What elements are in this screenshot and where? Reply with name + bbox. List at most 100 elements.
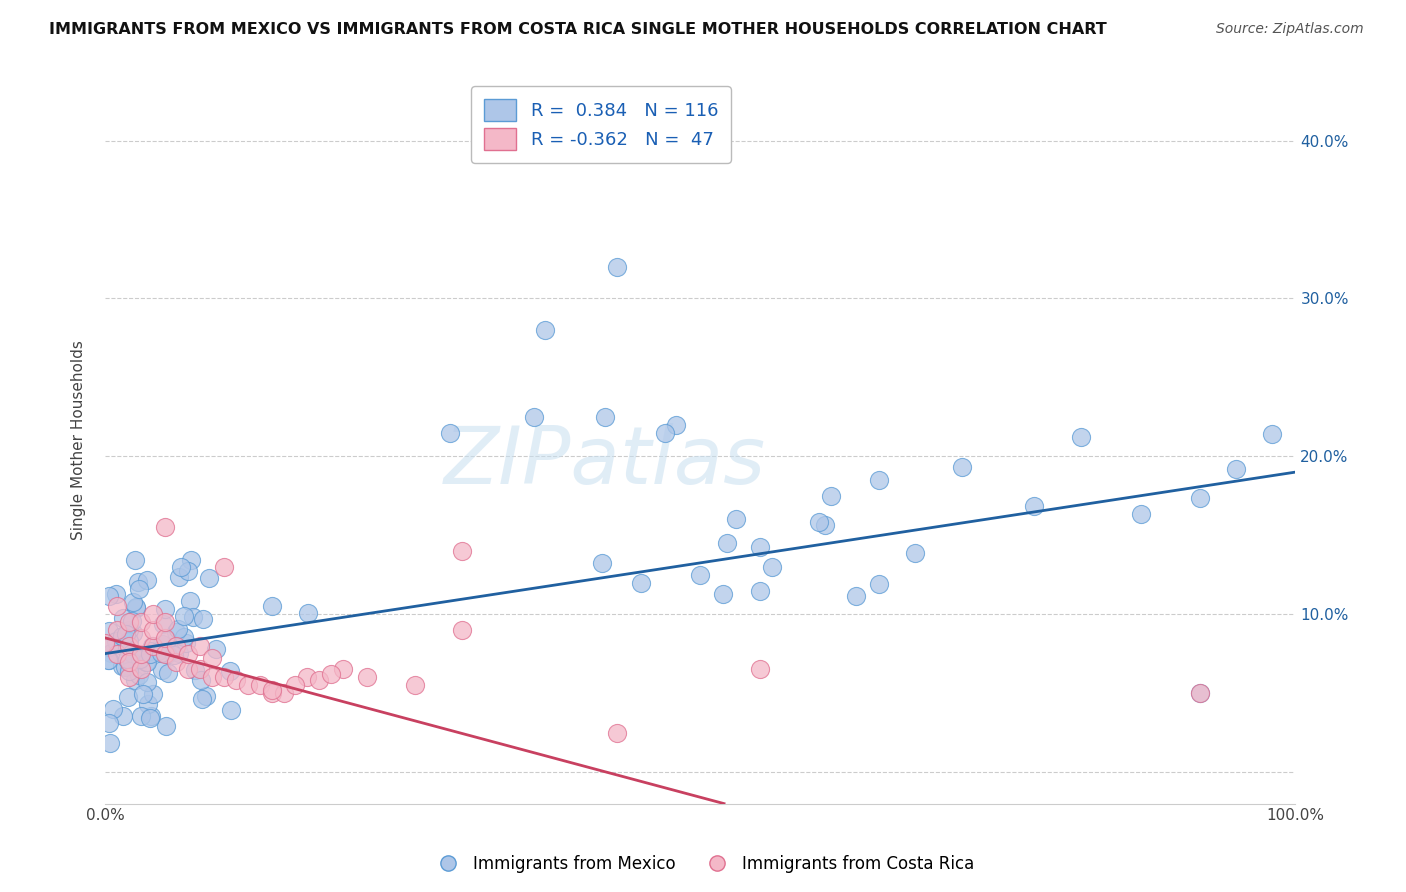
Point [1022, 499, 1045, 513]
Point [129, 647, 152, 661]
Point [98, 736, 121, 750]
Point [903, 546, 925, 560]
Point [142, 687, 165, 701]
Point [201, 651, 224, 665]
Point [125, 599, 148, 614]
Point [1225, 462, 1247, 476]
Point [105, 623, 128, 637]
Point [451, 544, 474, 558]
Point [194, 689, 217, 703]
Point [125, 660, 148, 674]
Point [97, 590, 120, 604]
Point [166, 623, 188, 637]
Point [221, 703, 243, 717]
Point [1260, 427, 1282, 442]
Point [689, 567, 711, 582]
Point [188, 639, 211, 653]
Point [167, 570, 190, 584]
Text: ZIPatlas: ZIPatlas [444, 424, 766, 501]
Point [1129, 507, 1152, 521]
Point [118, 623, 141, 637]
Point [115, 651, 138, 665]
Point [153, 520, 176, 534]
Point [262, 599, 284, 613]
Point [118, 615, 141, 629]
Point [356, 670, 378, 684]
Point [118, 655, 141, 669]
Point [191, 692, 214, 706]
Point [321, 667, 343, 681]
Point [129, 631, 152, 645]
Point [115, 627, 138, 641]
Point [156, 633, 179, 648]
Point [165, 655, 187, 669]
Point [118, 633, 141, 648]
Point [111, 709, 134, 723]
Point [104, 634, 127, 648]
Point [152, 663, 174, 677]
Point [117, 690, 139, 705]
Point [630, 575, 652, 590]
Point [97, 653, 120, 667]
Point [606, 260, 628, 274]
Point [654, 425, 676, 440]
Point [105, 587, 128, 601]
Point [153, 631, 176, 645]
Point [170, 559, 193, 574]
Point [205, 641, 228, 656]
Point [173, 631, 195, 645]
Point [118, 664, 141, 678]
Point [129, 708, 152, 723]
Point [179, 593, 201, 607]
Point [155, 719, 177, 733]
Point [711, 586, 734, 600]
Point [122, 626, 145, 640]
Point [665, 417, 688, 432]
Point [127, 574, 149, 589]
Point [150, 637, 173, 651]
Point [724, 512, 747, 526]
Point [1189, 686, 1212, 700]
Point [118, 659, 141, 673]
Point [97, 624, 120, 639]
Point [184, 663, 207, 677]
Point [142, 607, 165, 622]
Point [180, 553, 202, 567]
Text: IMMIGRANTS FROM MEXICO VS IMMIGRANTS FROM COSTA RICA SINGLE MOTHER HOUSEHOLDS CO: IMMIGRANTS FROM MEXICO VS IMMIGRANTS FRO… [49, 22, 1107, 37]
Point [156, 666, 179, 681]
Point [273, 686, 295, 700]
Point [190, 673, 212, 688]
Point [129, 652, 152, 666]
Point [135, 655, 157, 669]
Point [761, 559, 783, 574]
Point [139, 709, 162, 723]
Point [114, 660, 136, 674]
Point [522, 409, 544, 424]
Point [748, 540, 770, 554]
Point [146, 644, 169, 658]
Point [748, 662, 770, 676]
Point [163, 648, 186, 663]
Point [260, 686, 283, 700]
Point [950, 459, 973, 474]
Point [297, 606, 319, 620]
Point [716, 536, 738, 550]
Point [139, 711, 162, 725]
Point [153, 615, 176, 629]
Point [814, 517, 837, 532]
Point [177, 662, 200, 676]
Point [98, 716, 121, 731]
Point [124, 600, 146, 615]
Point [118, 670, 141, 684]
Point [332, 662, 354, 676]
Point [165, 639, 187, 653]
Point [219, 664, 242, 678]
Point [128, 582, 150, 597]
Point [404, 678, 426, 692]
Point [212, 670, 235, 684]
Point [139, 648, 162, 662]
Point [212, 559, 235, 574]
Point [451, 623, 474, 637]
Point [136, 655, 159, 669]
Point [284, 678, 307, 692]
